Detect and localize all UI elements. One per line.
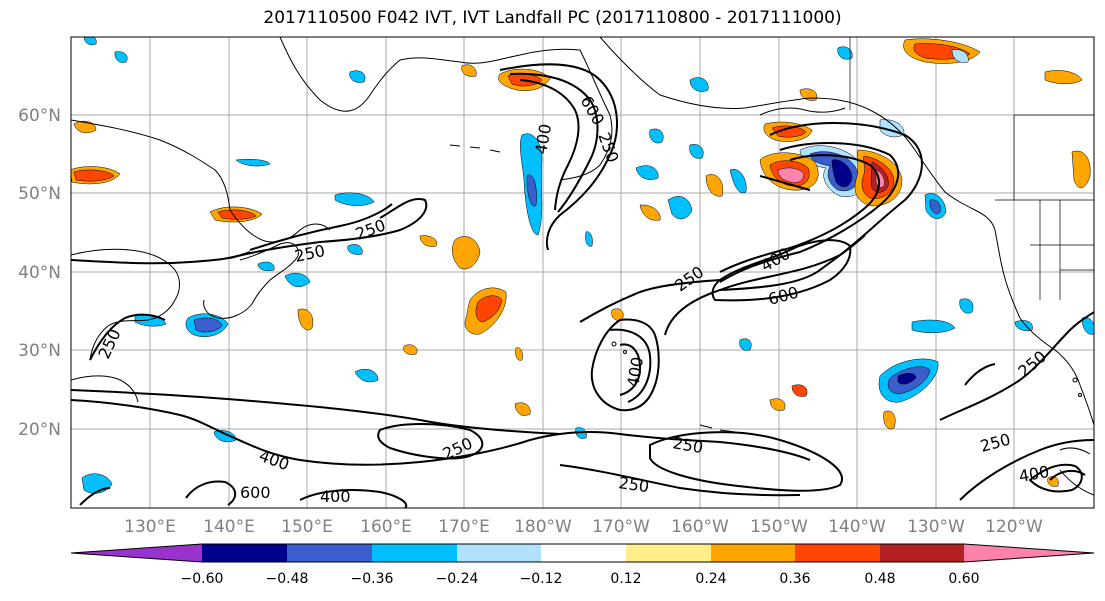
ivt-contours	[71, 63, 1094, 508]
map-area: 250 600 400 250 250 400 250 600 400 250 …	[71, 37, 1094, 508]
contour-label: 600	[577, 93, 609, 129]
lon-label: 160°E	[360, 517, 412, 537]
contour-label: 600	[240, 483, 271, 502]
lat-label: 20°N	[18, 420, 61, 440]
lon-label: 170°W	[592, 517, 650, 537]
colorbar-tick-label: −0.24	[436, 571, 479, 587]
colorbar-tick-label: −0.12	[520, 571, 563, 587]
colorbar-segment	[626, 544, 711, 562]
colorbar-tick-label: 0.12	[610, 571, 641, 587]
contour-label: 250	[94, 326, 124, 362]
colorbar-segment	[372, 544, 457, 562]
lon-label: 150°E	[281, 517, 333, 537]
lat-label: 50°N	[18, 184, 61, 204]
political-borders	[849, 37, 1094, 300]
contour-label: 250	[671, 262, 707, 295]
contour-label: 250	[353, 215, 388, 243]
contour-label: 400	[1017, 462, 1050, 486]
colorbar-tick-label: 0.24	[695, 571, 726, 587]
colorbar-tick-label: −0.48	[266, 571, 309, 587]
colorbar-segment	[880, 544, 964, 562]
colorbar-segment	[541, 544, 626, 562]
lat-label: 40°N	[18, 263, 61, 283]
lon-label: 140°W	[828, 517, 886, 537]
lon-label: 180°W	[514, 517, 572, 537]
contour-label: 400	[531, 122, 555, 155]
colorbar-segment	[964, 544, 1094, 562]
lat-label: 60°N	[18, 106, 61, 126]
colorbar-tick-labels: −0.60 −0.48 −0.36 −0.24 −0.12 0.12 0.24 …	[181, 571, 980, 587]
colorbar-tick-label: 0.60	[948, 571, 979, 587]
contour-label: 250	[1014, 347, 1050, 381]
ivt-anomaly-patches	[71, 37, 1094, 494]
colorbar-outline	[70, 543, 1095, 563]
lon-label: 130°E	[124, 517, 176, 537]
colorbar-tick-label: −0.36	[351, 571, 394, 587]
colorbar-segment	[287, 544, 372, 562]
colorbar-segment	[457, 544, 541, 562]
contour-label: 400	[320, 487, 351, 506]
contour-label: 250	[594, 130, 622, 165]
lon-label: 120°W	[985, 517, 1043, 537]
lon-label: 150°W	[750, 517, 808, 537]
map-frame	[70, 36, 1095, 509]
colorbar-segment	[202, 544, 287, 562]
colorbar-segment	[711, 544, 795, 562]
contour-label: 400	[257, 446, 292, 474]
lon-label: 130°W	[907, 517, 965, 537]
colorbar-segment	[71, 544, 202, 562]
colorbar-tick-label: 0.48	[864, 571, 895, 587]
colorbar: −0.60 −0.48 −0.36 −0.24 −0.12 0.12 0.24 …	[70, 543, 1095, 587]
contour-label: 250	[617, 473, 650, 496]
colorbar-segment	[795, 544, 880, 562]
islands	[449, 144, 1082, 433]
lon-label: 140°E	[203, 517, 255, 537]
contour-label: 400	[623, 355, 647, 388]
contour-label: 250	[671, 433, 704, 457]
lon-label: 170°E	[438, 517, 490, 537]
longitude-labels: 130°E 140°E 150°E 160°E 170°E 180°W 170°…	[124, 517, 1043, 537]
lon-label: 160°W	[671, 517, 729, 537]
colorbar-tick-label: 0.36	[779, 571, 810, 587]
latitude-labels: 60°N 50°N 40°N 30°N 20°N	[18, 106, 61, 440]
graticule	[71, 37, 1094, 508]
lat-label: 30°N	[18, 341, 61, 361]
map-title: 2017110500 F042 IVT, IVT Landfall PC (20…	[263, 8, 842, 28]
colorbar-tick-label: −0.60	[181, 571, 224, 587]
contour-label: 250	[978, 430, 1012, 456]
